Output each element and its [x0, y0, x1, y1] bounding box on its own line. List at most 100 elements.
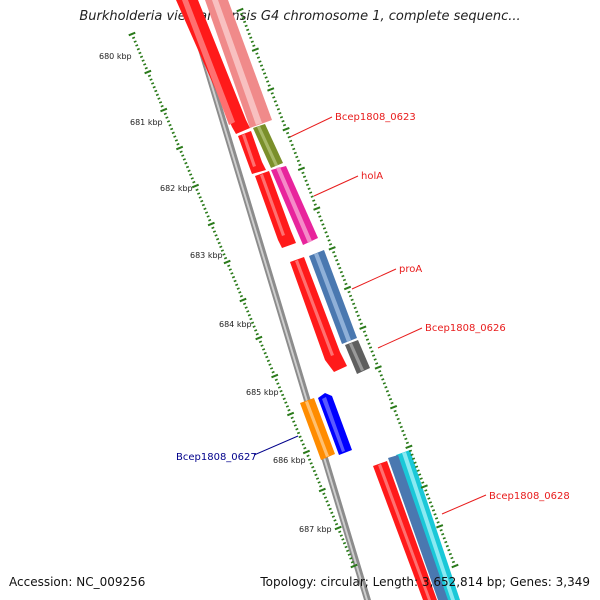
- inner-ruler-minor-tick: [269, 367, 274, 370]
- inner-ruler-minor-tick: [315, 477, 320, 480]
- gene-feature-Bcep1808_0628-shine: [378, 464, 431, 600]
- inner-ruler-minor-tick: [165, 116, 169, 119]
- outer-ruler-minor-tick: [370, 350, 374, 353]
- inner-ruler-minor-tick: [250, 321, 255, 325]
- outer-ruler-minor-tick: [279, 115, 284, 119]
- inner-ruler-minor-tick: [328, 507, 332, 511]
- inner-ruler-minor-tick: [139, 55, 144, 59]
- leader-proA: [351, 268, 397, 290]
- inner-ruler-minor-tick: [284, 401, 288, 404]
- inner-ruler-minor-tick: [290, 416, 294, 420]
- inner-ruler-minor-tick: [227, 264, 231, 268]
- outer-ruler-minor-tick: [404, 437, 408, 441]
- inner-ruler-minor-tick: [347, 553, 351, 556]
- gene-label-Bcep1808_0628[interactable]: Bcep1808_0628: [489, 491, 570, 502]
- accession-text: Accession: NC_009256: [9, 575, 146, 589]
- outer-ruler-minor-tick: [305, 183, 310, 186]
- leader-Bcep1808_0623: [289, 116, 333, 138]
- inner-ruler-major-tick: [350, 563, 358, 569]
- inner-ruler-minor-tick: [311, 465, 315, 469]
- inner-ruler-minor-tick: [201, 203, 205, 207]
- outer-ruler-minor-tick: [347, 290, 351, 294]
- outer-ruler-minor-tick: [333, 254, 337, 258]
- inner-ruler-minor-tick: [179, 150, 183, 154]
- inner-ruler-minor-tick: [342, 541, 347, 545]
- inner-ruler-minor-tick: [246, 310, 250, 313]
- inner-ruler-minor-tick: [258, 340, 263, 344]
- outer-ruler-minor-tick: [292, 147, 296, 151]
- inner-ruler-minor-tick: [176, 142, 180, 146]
- outer-ruler-minor-tick: [289, 139, 293, 143]
- inner-ruler-minor-tick: [285, 405, 290, 408]
- inner-ruler-minor-tick: [293, 424, 297, 427]
- outer-ruler-major-tick: [313, 206, 321, 211]
- outer-ruler-minor-tick: [365, 338, 370, 341]
- ruler-label-683: 683 kbp: [190, 251, 223, 260]
- inner-ruler-minor-tick: [174, 139, 179, 142]
- inner-ruler-minor-tick: [247, 313, 251, 317]
- gene-label-Bcep1808_0623[interactable]: Bcep1808_0623: [335, 112, 416, 123]
- inner-ruler-minor-tick: [252, 325, 256, 328]
- outer-ruler-major-tick: [236, 7, 244, 13]
- outer-ruler-minor-tick: [451, 560, 456, 564]
- outer-ruler-minor-tick: [239, 12, 244, 16]
- outer-ruler-minor-tick: [281, 119, 285, 123]
- inner-ruler-minor-tick: [149, 78, 153, 81]
- inner-ruler-minor-tick: [133, 40, 137, 43]
- outer-ruler-minor-tick: [272, 96, 276, 99]
- inner-ruler-minor-tick: [231, 275, 236, 279]
- outer-ruler-minor-tick: [445, 544, 449, 548]
- inner-ruler-minor-tick: [307, 458, 312, 461]
- outer-ruler-minor-tick: [405, 441, 409, 445]
- inner-ruler-minor-tick: [325, 500, 329, 503]
- outer-ruler-minor-tick: [322, 227, 327, 230]
- outer-ruler-minor-tick: [266, 80, 270, 83]
- gene-label-holA[interactable]: holA: [361, 171, 383, 182]
- inner-ruler-minor-tick: [309, 462, 313, 465]
- outer-ruler-minor-tick: [393, 409, 397, 413]
- outer-ruler-major-tick: [389, 404, 398, 410]
- inner-ruler-minor-tick: [189, 173, 193, 176]
- gene-feature-partial-outer-shine: [212, 0, 262, 125]
- outer-ruler-minor-tick: [264, 76, 268, 79]
- outer-ruler-minor-tick: [243, 20, 247, 24]
- inner-ruler-minor-tick: [239, 294, 244, 298]
- outer-ruler-minor-tick: [441, 532, 445, 536]
- outer-ruler-minor-tick: [364, 334, 368, 337]
- inner-ruler-minor-tick: [274, 378, 278, 382]
- ruler-label-686: 686 kbp: [273, 456, 306, 465]
- ruler-ticks: [128, 7, 459, 569]
- gene-label-Bcep1808_0626[interactable]: Bcep1808_0626: [425, 323, 506, 334]
- inner-ruler-minor-tick: [147, 74, 152, 78]
- inner-ruler-minor-tick: [255, 332, 259, 336]
- inner-ruler-minor-tick: [268, 363, 272, 366]
- outer-ruler-minor-tick: [368, 346, 373, 349]
- gene-feature-Bcep1808_0628-blue[interactable]: [388, 455, 448, 600]
- gene-label-proA[interactable]: proA: [399, 264, 422, 275]
- gene-feature-Bcep1808_0627-orange-shine: [305, 401, 329, 457]
- outer-ruler-minor-tick: [431, 509, 436, 512]
- outer-ruler-minor-tick: [304, 179, 308, 183]
- inner-ruler-minor-tick: [138, 51, 142, 55]
- inner-ruler-minor-tick: [338, 530, 342, 534]
- outer-ruler-minor-tick: [402, 433, 406, 437]
- outer-ruler-minor-tick: [398, 421, 402, 425]
- outer-ruler-minor-tick: [332, 251, 336, 254]
- inner-ruler-minor-tick: [306, 454, 310, 458]
- outer-ruler-minor-tick: [418, 473, 422, 476]
- outer-ruler-minor-tick: [352, 302, 356, 306]
- inner-ruler-minor-tick: [155, 93, 159, 97]
- outer-ruler-minor-tick: [355, 310, 359, 314]
- outer-ruler-minor-tick: [439, 529, 443, 532]
- inner-ruler-minor-tick: [216, 237, 220, 241]
- gene-feature-olive-shine: [257, 126, 278, 166]
- inner-ruler-minor-tick: [279, 389, 283, 393]
- gene-label-Bcep1808_0627[interactable]: Bcep1808_0627: [176, 452, 257, 463]
- inner-ruler-minor-tick: [281, 393, 285, 397]
- inner-ruler-minor-tick: [203, 207, 207, 211]
- inner-ruler-minor-tick: [287, 408, 291, 412]
- inner-ruler-minor-tick: [212, 230, 217, 233]
- gene-feature-red-small-shine: [242, 134, 256, 167]
- inner-ruler-major-tick: [223, 259, 231, 265]
